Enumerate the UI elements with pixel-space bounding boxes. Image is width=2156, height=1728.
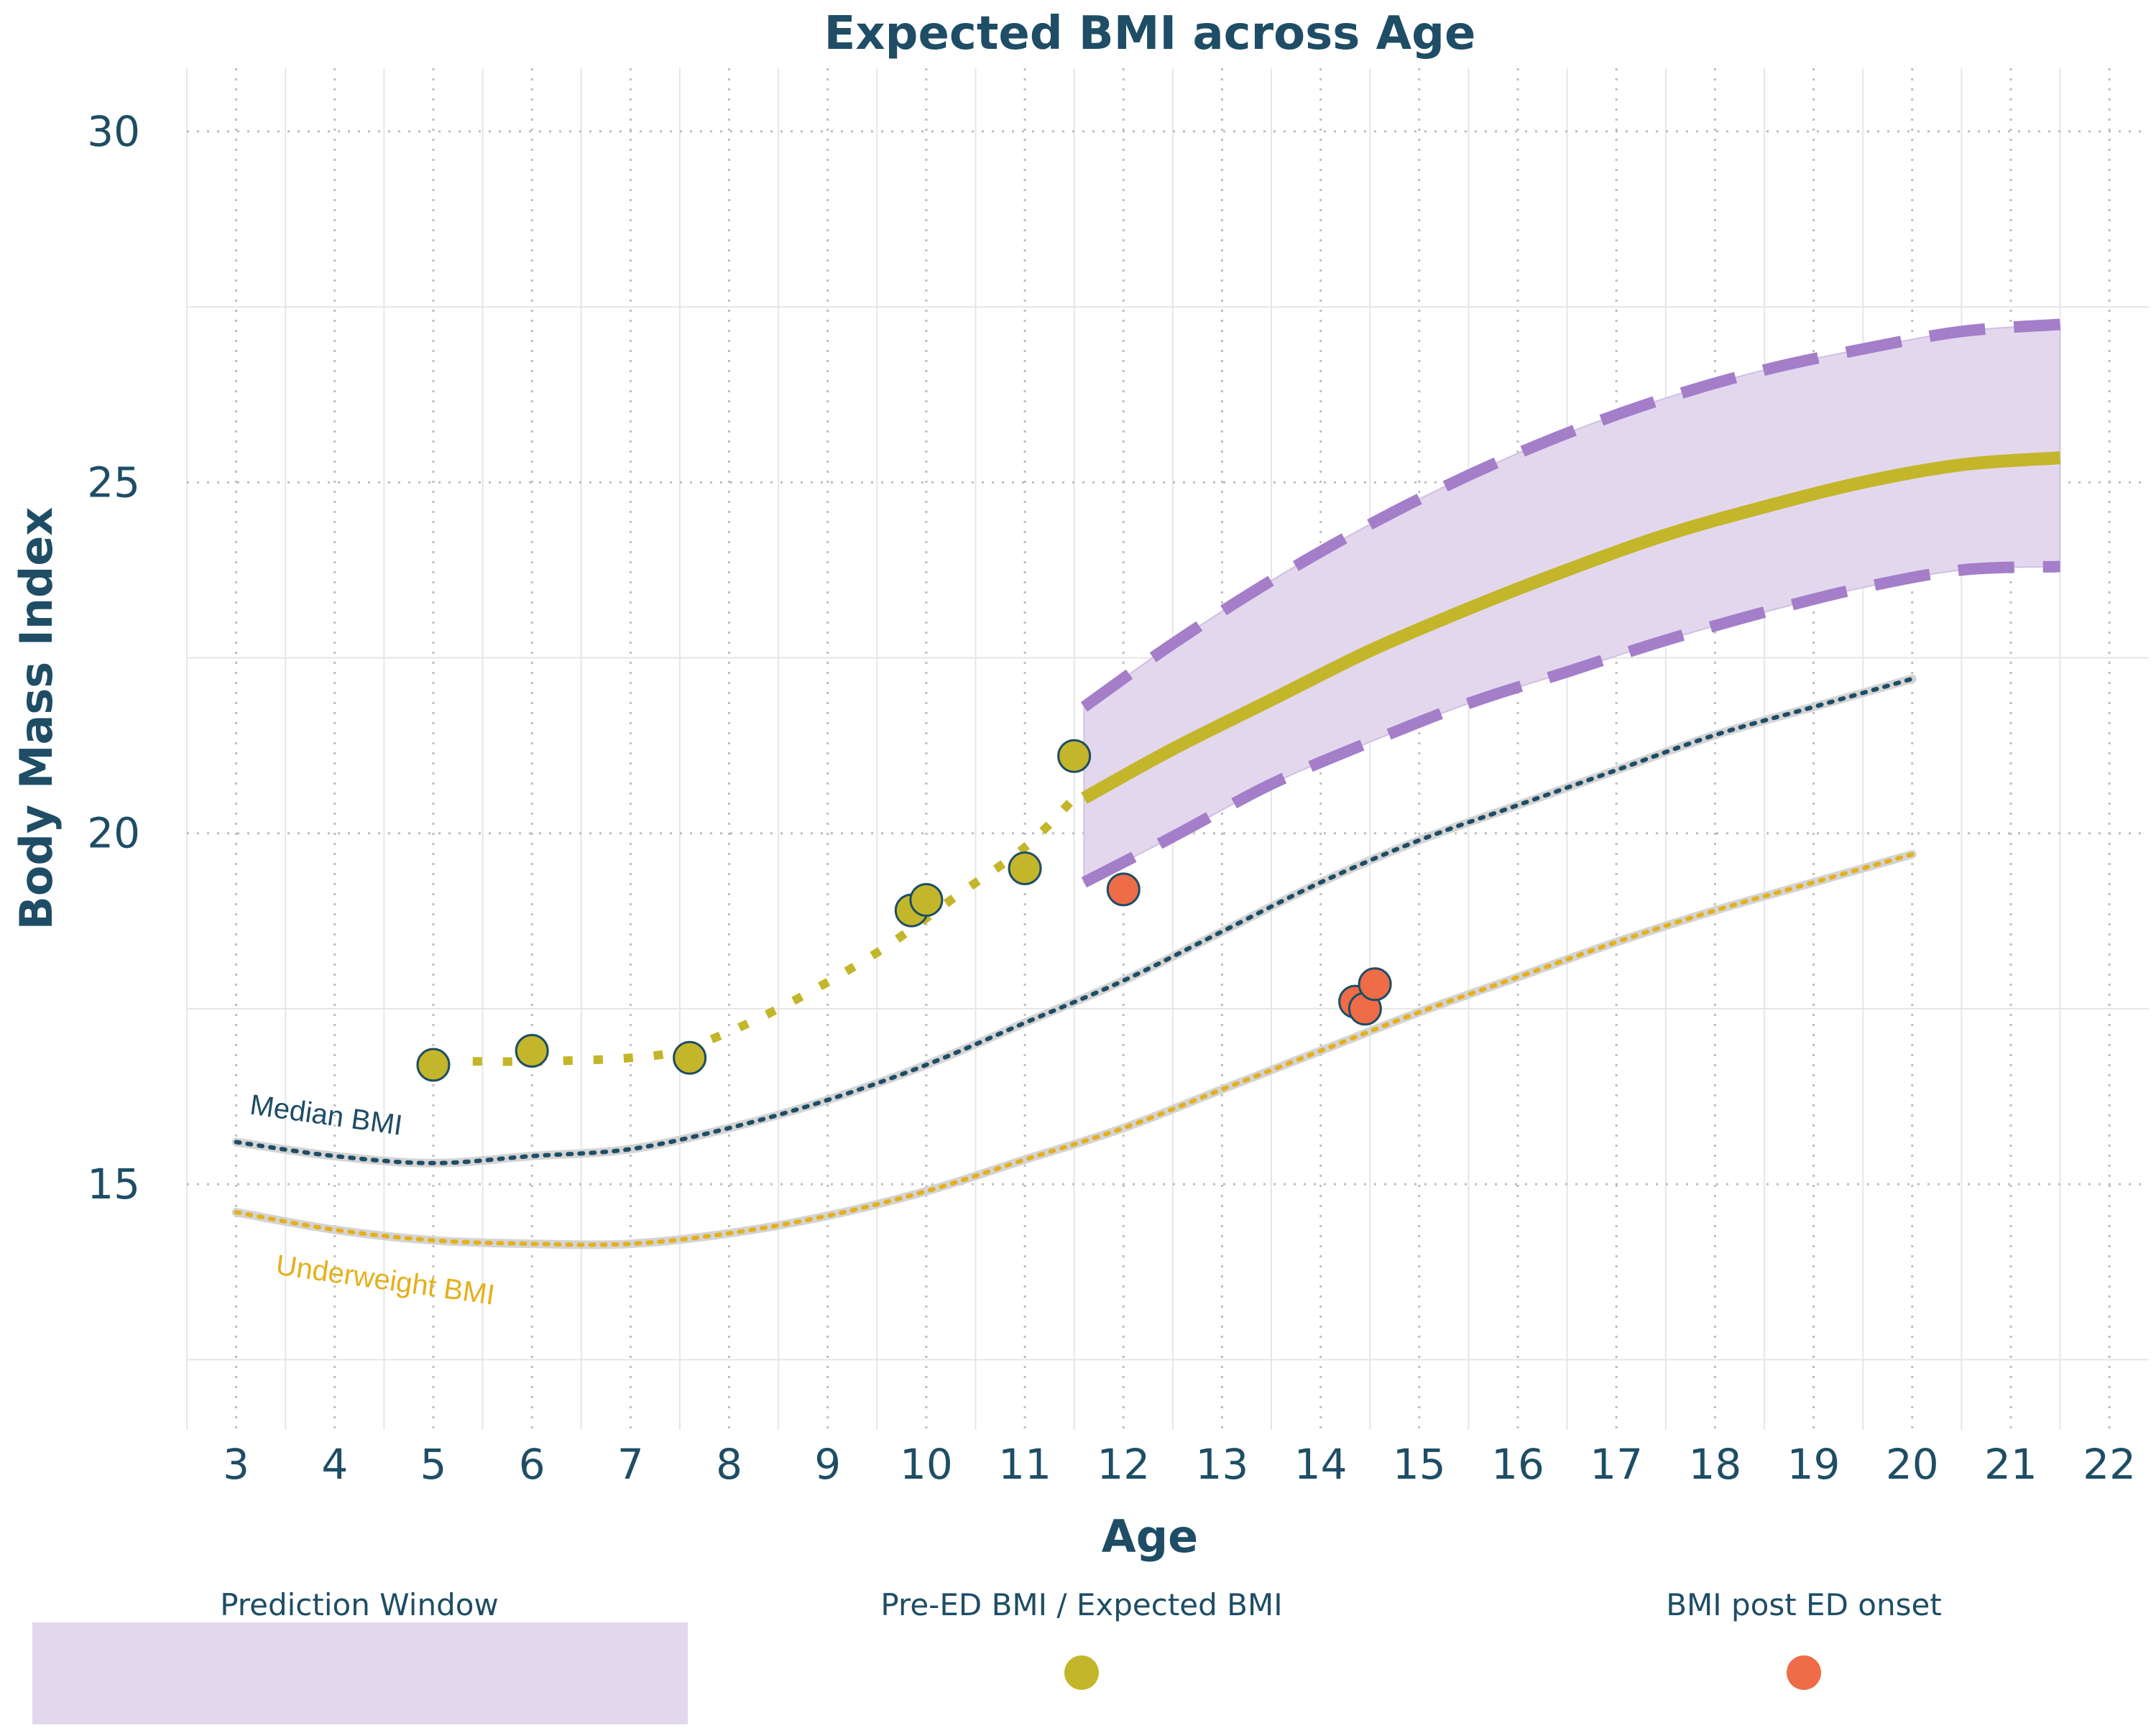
grid <box>186 68 2149 1430</box>
y-tick-label: 15 <box>87 1160 140 1209</box>
median-bmi-line <box>234 676 1915 1165</box>
x-tick-label: 14 <box>1294 1440 1348 1489</box>
x-tick-label: 10 <box>900 1440 953 1489</box>
legend-label-post-ed-bmi: BMI post ED onset <box>1666 1587 1942 1622</box>
pre-ed-bmi-point <box>416 1048 451 1082</box>
x-tick-label: 3 <box>223 1440 249 1489</box>
underweight-bmi-label: Underweight BMI <box>274 1249 497 1311</box>
pre-ed-bmi-point <box>909 883 944 918</box>
y-axis-title: Body Mass Index <box>10 507 63 930</box>
x-axis-title: Age <box>1102 1510 1198 1563</box>
legend-label-pre-ed-bmi: Pre-ED BMI / Expected BMI <box>880 1587 1282 1622</box>
prediction-window-upper-line <box>1080 318 2061 712</box>
x-tick-label: 19 <box>1787 1440 1841 1489</box>
pre-ed-bmi-point <box>673 1040 707 1075</box>
pre-ed-trend-line <box>472 795 1077 1066</box>
pre-ed-bmi-point <box>515 1034 549 1068</box>
x-tick-label: 21 <box>1984 1440 2037 1489</box>
chart-title: Expected BMI across Age <box>824 7 1476 60</box>
legend-dot-pre-ed-bmi <box>1064 1655 1099 1690</box>
y-tick-label: 20 <box>87 809 140 858</box>
x-tick-label: 7 <box>617 1440 644 1489</box>
median-bmi-label: Median BMI <box>248 1089 404 1142</box>
x-tick-label: 11 <box>998 1440 1051 1489</box>
legend-label-prediction-window: Prediction Window <box>220 1587 499 1622</box>
pre-ed-bmi-point <box>1008 851 1042 886</box>
x-tick-label: 16 <box>1491 1440 1544 1489</box>
post-ed-bmi-point <box>1358 967 1392 1002</box>
pre-ed-bmi-point <box>1057 739 1092 773</box>
underweight-bmi-line <box>234 852 1915 1247</box>
x-tick-label: 12 <box>1097 1440 1150 1489</box>
x-tick-label: 6 <box>519 1440 545 1489</box>
data-points <box>416 739 1392 1082</box>
legend: Prediction Window Pre-ED BMI / Expected … <box>32 1587 1942 1724</box>
x-tick-label: 8 <box>716 1440 742 1489</box>
x-tick-label: 22 <box>2083 1440 2136 1489</box>
series-lines <box>231 318 2061 1249</box>
y-tick-label: 30 <box>87 107 140 156</box>
tick-labels: 3 4 5 6 7 8 9 10 11 12 13 14 15 16 17 18 19 20 21 22 15 20 25 3… <box>87 107 2136 1489</box>
prediction-window-lower-line <box>1081 560 2060 888</box>
x-tick-label: 17 <box>1590 1440 1643 1489</box>
legend-dot-post-ed-bmi <box>1787 1655 1821 1690</box>
x-tick-label: 18 <box>1688 1440 1741 1489</box>
x-tick-label: 4 <box>321 1440 348 1489</box>
x-tick-label: 5 <box>420 1440 447 1489</box>
x-tick-label: 15 <box>1393 1440 1446 1489</box>
x-tick-label: 20 <box>1886 1440 1939 1489</box>
x-tick-label: 13 <box>1196 1440 1249 1489</box>
y-tick-label: 25 <box>87 458 140 507</box>
x-tick-label: 9 <box>814 1440 841 1489</box>
expected-bmi-line <box>1081 451 2061 804</box>
legend-swatch-prediction-window <box>32 1622 688 1724</box>
post-ed-bmi-point <box>1106 872 1141 907</box>
